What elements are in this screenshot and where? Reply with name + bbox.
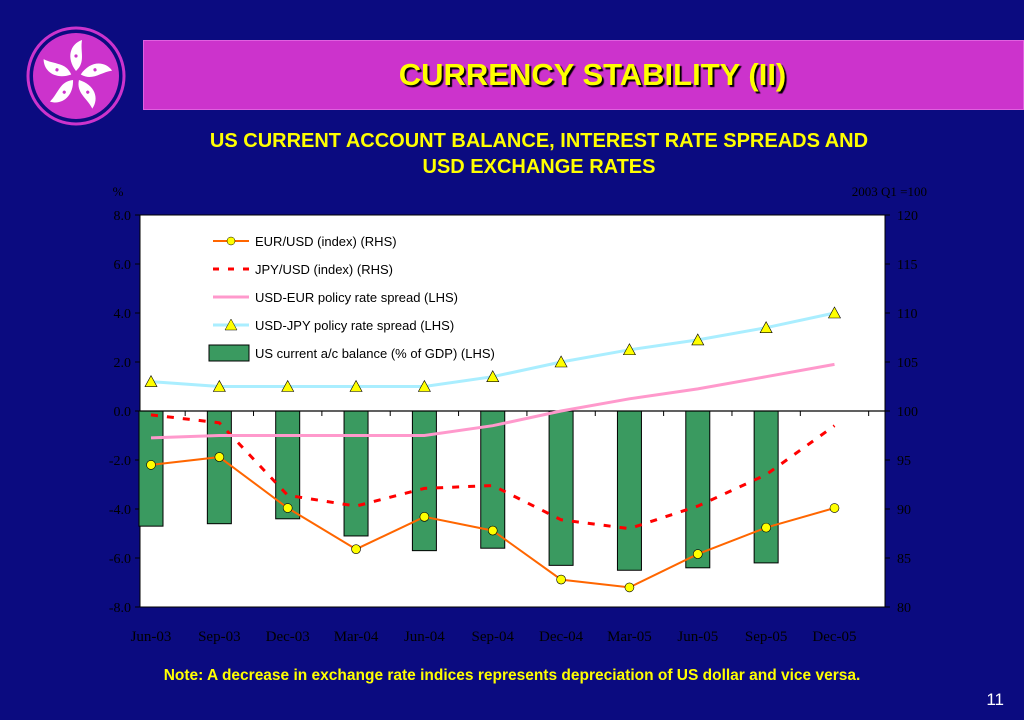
point-eur-usd <box>487 525 498 536</box>
left-tick-label: -8.0 <box>109 601 131 616</box>
left-tick-label: 4.0 <box>114 307 132 322</box>
legend-marker-usd-jpy <box>224 318 238 331</box>
right-tick-label: 105 <box>897 356 918 371</box>
point-usd-jpy-spread <box>349 379 363 392</box>
left-tick-label: -6.0 <box>109 552 131 567</box>
chart-title: US CURRENT ACCOUNT BALANCE, INTEREST RAT… <box>90 128 988 180</box>
legend-label: US current a/c balance (% of GDP) (LHS) <box>255 346 495 361</box>
point-eur-usd <box>351 544 361 554</box>
bar-current-account <box>480 410 506 549</box>
footnote: Note: A decrease in exchange rate indice… <box>163 667 861 684</box>
bar-current-account <box>548 410 574 566</box>
legend-swatch-current-account <box>208 344 250 362</box>
legend-label: USD-JPY policy rate spread (LHS) <box>255 318 454 333</box>
left-tick-label: 2.0 <box>114 356 132 371</box>
point-usd-jpy-spread <box>212 379 226 392</box>
point-usd-jpy-spread <box>827 306 841 319</box>
point-eur-usd <box>556 574 566 585</box>
point-usd-jpy-spread <box>554 355 568 368</box>
point-eur-usd <box>146 460 156 470</box>
right-tick-label: 90 <box>897 503 911 518</box>
x-tick-label: Dec-03 <box>266 629 310 645</box>
point-eur-usd <box>692 549 703 559</box>
right-tick-label: 100 <box>897 405 918 420</box>
x-tick-label: Mar-04 <box>334 629 379 645</box>
bar-current-account <box>753 410 779 564</box>
left-tick-label: 8.0 <box>114 209 132 224</box>
point-usd-jpy-spread <box>622 343 636 356</box>
legend-label: EUR/USD (index) (RHS) <box>255 234 397 249</box>
combo-chart: 8.0 6.0 4.0 2.0 0.0 -2.0 -4.0 -6.0 -8.0 120 115 110… <box>109 184 927 645</box>
chart-title-line2: USD EXCHANGE RATES <box>422 156 656 178</box>
left-tick-label: -2.0 <box>109 454 131 469</box>
x-tick-label: Sep-05 <box>745 629 788 645</box>
slide-title: CURRENCY STABILITY (II) <box>398 57 787 92</box>
bar-current-account <box>685 410 711 569</box>
point-usd-jpy-spread <box>417 379 431 392</box>
right-tick-label: 110 <box>897 307 917 322</box>
title-bar: CURRENCY STABILITY (II) <box>143 40 1024 110</box>
legend-label: USD-EUR policy rate spread (LHS) <box>255 290 458 305</box>
left-axis-unit: % <box>113 184 124 199</box>
point-usd-jpy-spread <box>281 379 295 392</box>
left-tick-label: 6.0 <box>114 258 132 273</box>
bar-current-account <box>411 410 437 552</box>
line-usd-eur-spread <box>150 362 835 440</box>
x-tick-label: Jun-04 <box>404 629 445 645</box>
chart-title-line1: US CURRENT ACCOUNT BALANCE, INTEREST RAT… <box>209 130 869 152</box>
point-eur-usd <box>761 522 771 533</box>
point-usd-jpy-spread <box>759 321 773 334</box>
right-tick-label: 95 <box>897 454 911 469</box>
x-tick-label: Dec-05 <box>812 629 856 645</box>
x-tick-label: Jun-05 <box>677 629 718 645</box>
bar-current-account <box>206 410 232 525</box>
left-tick-label: -4.0 <box>109 503 131 518</box>
bar-current-account <box>616 410 642 571</box>
right-axis-unit: 2003 Q1 =100 <box>852 184 927 199</box>
x-tick-label: Jun-03 <box>131 629 172 645</box>
point-eur-usd <box>282 503 293 513</box>
x-tick-label: Dec-04 <box>539 629 584 645</box>
left-tick-label: 0.0 <box>114 405 132 420</box>
page-number: 11 <box>986 690 1004 709</box>
x-tick-label: Sep-04 <box>471 629 514 645</box>
x-tick-label: Sep-03 <box>198 629 241 645</box>
right-tick-label: 120 <box>897 209 918 224</box>
point-eur-usd <box>624 582 635 593</box>
point-eur-usd <box>214 452 225 462</box>
point-usd-jpy-spread <box>144 374 158 387</box>
right-tick-label: 85 <box>897 552 911 567</box>
point-usd-jpy-spread <box>691 333 705 346</box>
legend-marker-eur-usd <box>226 236 236 246</box>
right-tick-label: 80 <box>897 601 911 616</box>
point-eur-usd <box>829 503 840 513</box>
point-usd-jpy-spread <box>486 370 500 383</box>
point-eur-usd <box>419 512 430 522</box>
x-tick-label: Mar-05 <box>607 629 652 645</box>
right-tick-label: 115 <box>897 258 917 273</box>
bauhinia-flower-icon <box>26 26 126 126</box>
bar-current-account <box>343 410 369 537</box>
legend-label: JPY/USD (index) (RHS) <box>255 262 393 277</box>
